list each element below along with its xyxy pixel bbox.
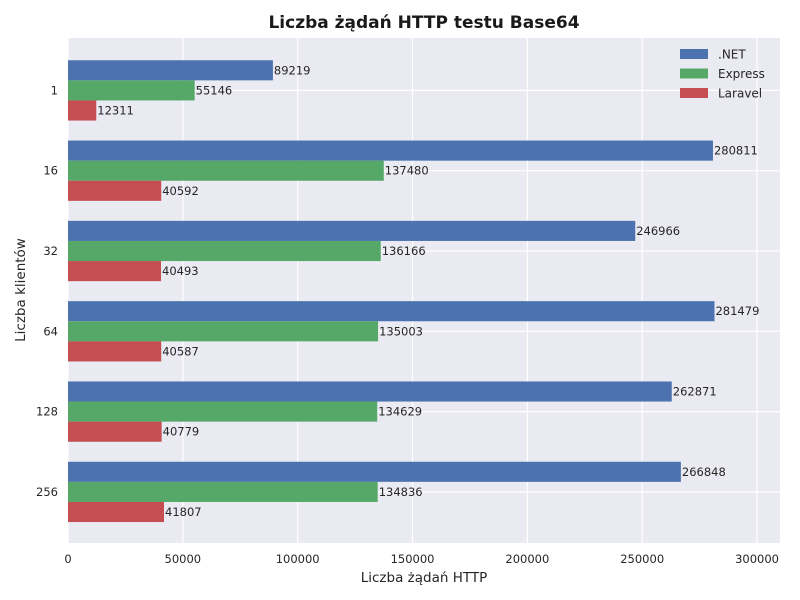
- legend-swatch: [680, 49, 708, 59]
- data-label: 136166: [382, 244, 426, 258]
- bar: [68, 80, 195, 101]
- chart-title: Liczba żądań HTTP testu Base64: [268, 13, 579, 33]
- data-label: 12311: [97, 104, 134, 118]
- data-label: 246966: [636, 224, 680, 238]
- x-axis-label: Liczba żądań HTTP: [361, 570, 488, 586]
- x-axis-ticks: 0 50000 100000 150000 200000 250000 300000: [64, 552, 779, 566]
- x-tick-label: 150000: [391, 552, 435, 566]
- bar: [68, 481, 378, 502]
- y-tick-label: 256: [36, 485, 58, 499]
- data-label: 281479: [715, 304, 759, 318]
- y-tick-label: 64: [43, 324, 58, 338]
- x-tick-label: 50000: [165, 552, 202, 566]
- y-tick-label: 1: [51, 83, 58, 97]
- legend-swatch: [680, 68, 708, 79]
- x-tick-label: 300000: [735, 552, 779, 566]
- data-label: 135003: [379, 324, 423, 338]
- bar: [68, 261, 162, 282]
- y-axis-ticks: 1 16 32 64 128 256: [36, 83, 58, 499]
- bar: [68, 341, 162, 362]
- data-label: 134836: [379, 485, 423, 499]
- data-label: 89219: [274, 63, 311, 77]
- x-tick-label: 100000: [276, 552, 320, 566]
- x-tick-label: 0: [64, 552, 71, 566]
- bar: [68, 461, 681, 482]
- data-label: 266848: [682, 465, 726, 479]
- y-tick-label: 128: [36, 405, 58, 419]
- data-label: 134629: [378, 405, 422, 419]
- bars: [68, 60, 715, 523]
- bar: [68, 60, 273, 81]
- bar: [68, 180, 162, 201]
- legend-swatch: [680, 88, 708, 98]
- y-tick-label: 32: [43, 244, 58, 258]
- bar: [68, 501, 165, 523]
- bar: [68, 381, 672, 402]
- data-label: 137480: [385, 164, 429, 178]
- data-label: 40587: [162, 344, 199, 358]
- bar: [68, 401, 378, 422]
- x-tick-label: 200000: [505, 552, 549, 566]
- bar: [68, 421, 162, 442]
- bar: [68, 100, 97, 121]
- x-tick-label: 250000: [620, 552, 664, 566]
- data-label: 40779: [163, 425, 200, 439]
- y-axis-label: Liczba klientów: [13, 238, 29, 342]
- legend-label: Laravel: [718, 87, 762, 101]
- legend-label: .NET: [718, 48, 746, 62]
- data-labels: 89219 55146 12311 280811 137480 40592 246966 13…: [97, 63, 759, 519]
- data-label: 55146: [196, 83, 233, 97]
- data-label: 280811: [714, 144, 758, 158]
- y-tick-label: 16: [43, 164, 58, 178]
- data-label: 40493: [162, 264, 199, 278]
- data-label: 40592: [162, 184, 199, 198]
- data-label: 262871: [673, 385, 717, 399]
- bar: [68, 140, 713, 161]
- bar: [68, 220, 636, 241]
- bar: [68, 160, 384, 181]
- plot-area: [68, 38, 780, 543]
- data-label: 41807: [165, 505, 202, 519]
- legend: .NET Express Laravel: [680, 48, 765, 101]
- bar: [68, 301, 715, 322]
- bar: [68, 240, 381, 262]
- legend-label: Express: [718, 67, 765, 81]
- bar: [68, 321, 379, 342]
